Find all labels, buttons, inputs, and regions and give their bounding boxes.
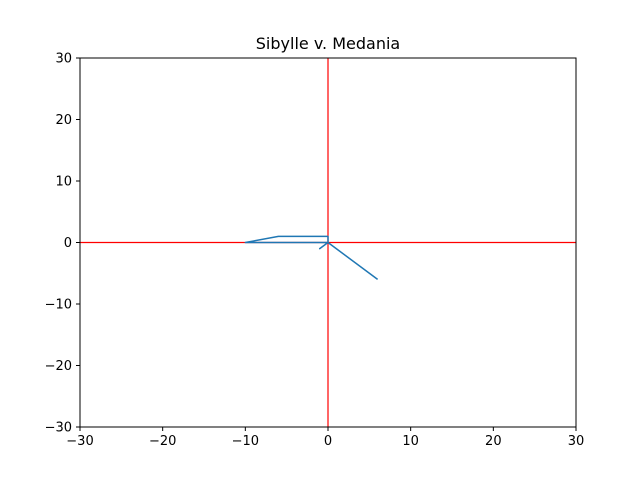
y-axis: −30 −20 −10 0 10 20 30 — [45, 52, 80, 436]
y-tick-label: −20 — [45, 359, 72, 374]
series-layer — [244, 235, 379, 281]
y-tick-label: 10 — [55, 175, 72, 190]
x-tick-label: −20 — [149, 434, 176, 449]
x-tick-label: 30 — [568, 434, 585, 449]
series-line-1 — [244, 235, 379, 281]
x-axis: −30 −20 −10 0 10 20 30 — [66, 427, 584, 449]
chart-title: Sibylle v. Medania — [256, 34, 400, 53]
x-tick-label: −30 — [66, 434, 93, 449]
y-tick-label: 20 — [55, 113, 72, 128]
x-tick-label: 0 — [324, 434, 332, 449]
x-tick-label: 20 — [485, 434, 502, 449]
x-tick-label: 10 — [402, 434, 419, 449]
y-tick-label: 30 — [55, 52, 72, 67]
x-tick-label: −10 — [232, 434, 259, 449]
y-tick-label: −10 — [45, 298, 72, 313]
y-tick-label: 0 — [64, 236, 72, 251]
y-tick-label: −30 — [45, 421, 72, 436]
